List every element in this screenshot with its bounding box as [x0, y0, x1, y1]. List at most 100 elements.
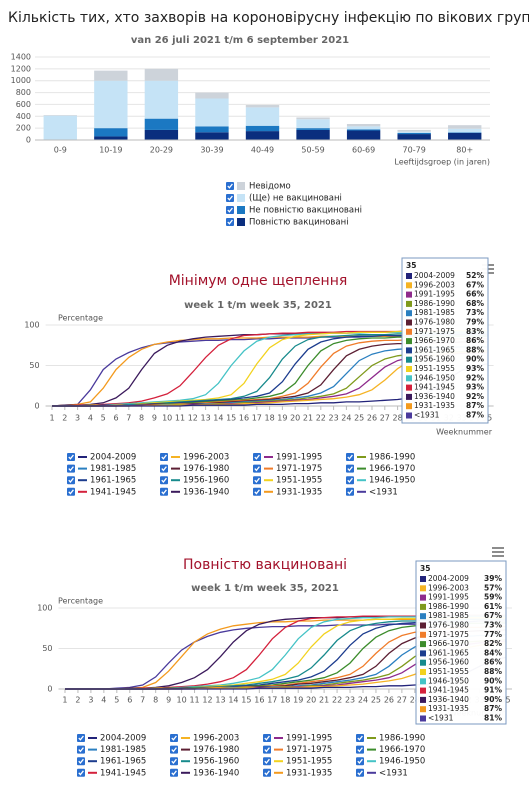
- legend-label[interactable]: 1966-1970: [379, 745, 425, 755]
- legend-label[interactable]: 1981-1985: [90, 464, 136, 474]
- legend-label[interactable]: 1931-1935: [276, 487, 322, 497]
- legend-swatch[interactable]: [237, 182, 245, 190]
- tooltip-value: 59%: [484, 593, 502, 602]
- legend-checkbox[interactable]: [356, 745, 364, 754]
- y-tick-label: 1000: [11, 76, 31, 85]
- legend-checkbox[interactable]: [226, 194, 234, 202]
- legend-label[interactable]: 1996-2003: [193, 734, 239, 744]
- bar-segment: [144, 118, 179, 130]
- legend-label[interactable]: 1946-1950: [369, 476, 415, 486]
- bar-segment: [94, 128, 128, 137]
- legend-checkbox[interactable]: [77, 757, 85, 766]
- legend-checkbox[interactable]: [77, 734, 85, 742]
- x-tick-label: 16: [239, 414, 249, 423]
- tooltip-swatch: [420, 585, 426, 592]
- legend-label[interactable]: 1986-1990: [369, 453, 415, 463]
- legend-checkbox[interactable]: [263, 745, 271, 754]
- legend-label[interactable]: 2004-2009: [90, 453, 136, 463]
- legend-checkbox[interactable]: [253, 464, 261, 473]
- menu-icon[interactable]: [492, 547, 504, 557]
- x-tick-label: 14: [228, 696, 238, 705]
- legend-label[interactable]: 1976-1980: [193, 745, 239, 755]
- legend-label[interactable]: 1931-1935: [286, 768, 332, 778]
- legend-checkbox[interactable]: [67, 464, 75, 473]
- legend-checkbox[interactable]: [77, 768, 85, 777]
- checkbox-check: [264, 758, 270, 765]
- legend-checkbox[interactable]: [346, 453, 354, 461]
- legend-label[interactable]: 1951-1955: [276, 476, 322, 486]
- legend-checkbox[interactable]: [346, 487, 354, 496]
- legend-checkbox[interactable]: [263, 757, 271, 766]
- legend-swatch[interactable]: [237, 194, 245, 202]
- x-tick-label: 5: [114, 696, 119, 705]
- legend-checkbox[interactable]: [160, 476, 168, 485]
- legend-checkbox[interactable]: [67, 476, 75, 485]
- legend-label[interactable]: 1996-2003: [183, 453, 229, 463]
- legend-checkbox[interactable]: [170, 734, 178, 742]
- legend-label[interactable]: 1991-1995: [276, 453, 322, 463]
- legend-checkbox[interactable]: [160, 453, 168, 461]
- y-tick-label: 0: [26, 136, 31, 145]
- checkbox-check: [227, 195, 233, 201]
- legend-checkbox[interactable]: [67, 453, 75, 461]
- legend-checkbox[interactable]: [356, 757, 364, 766]
- legend-swatch[interactable]: [237, 206, 245, 214]
- legend-label[interactable]: 1936-1940: [183, 487, 229, 497]
- legend-label[interactable]: 1971-1975: [286, 745, 332, 755]
- bar-segment: [144, 129, 179, 140]
- legend-checkbox[interactable]: [253, 476, 261, 485]
- legend-checkbox[interactable]: [160, 487, 168, 496]
- legend-label[interactable]: Повністю вакциновані: [249, 218, 349, 228]
- x-tick-label: 1: [62, 696, 67, 705]
- legend-label[interactable]: 1991-1995: [286, 734, 332, 744]
- legend-label[interactable]: 1966-1970: [369, 464, 415, 474]
- legend-label[interactable]: Невідомо: [249, 182, 291, 192]
- legend-label[interactable]: 1951-1955: [286, 757, 332, 767]
- x-tick-label: 11: [189, 696, 199, 705]
- legend-checkbox[interactable]: [356, 734, 364, 742]
- tooltip-name: <1931: [428, 714, 454, 723]
- legend-label[interactable]: <1931: [379, 768, 408, 778]
- legend-checkbox[interactable]: [226, 218, 234, 226]
- legend-label[interactable]: 1946-1950: [379, 757, 425, 767]
- legend-label[interactable]: 1971-1975: [276, 464, 322, 474]
- legend-checkbox[interactable]: [263, 768, 271, 777]
- legend-checkbox[interactable]: [253, 453, 261, 461]
- legend-label[interactable]: 1981-1985: [100, 745, 146, 755]
- legend-label[interactable]: (Ще) не вакциновані: [249, 194, 342, 204]
- legend-checkbox[interactable]: [226, 182, 234, 190]
- legend-label[interactable]: 1961-1965: [90, 476, 136, 486]
- legend-checkbox[interactable]: [346, 464, 354, 473]
- legend-label[interactable]: 1941-1945: [100, 768, 146, 778]
- legend-checkbox[interactable]: [170, 768, 178, 777]
- legend-label[interactable]: 1936-1940: [193, 768, 239, 778]
- legend-label[interactable]: 1941-1945: [90, 487, 136, 497]
- x-tick-label: 7: [140, 696, 145, 705]
- legend-label[interactable]: 2004-2009: [100, 734, 146, 744]
- legend-checkbox[interactable]: [263, 734, 271, 742]
- checkbox-check: [171, 758, 177, 765]
- legend-checkbox[interactable]: [253, 487, 261, 496]
- legend-label[interactable]: <1931: [369, 487, 398, 497]
- tooltip-swatch: [406, 319, 412, 326]
- x-tick-label: 17: [252, 414, 262, 423]
- x-tick-label: 20: [306, 696, 316, 705]
- legend-checkbox[interactable]: [67, 487, 75, 496]
- legend-swatch[interactable]: [237, 218, 245, 226]
- bar-segment: [245, 125, 280, 132]
- legend-label[interactable]: 1976-1980: [183, 464, 229, 474]
- legend-label[interactable]: 1986-1990: [379, 734, 425, 744]
- bar-segment: [144, 68, 179, 81]
- legend-checkbox[interactable]: [346, 476, 354, 485]
- legend-checkbox[interactable]: [77, 745, 85, 754]
- legend-checkbox[interactable]: [226, 206, 234, 214]
- chart-subtitle: van 26 juli 2021 t/m 6 september 2021: [131, 35, 349, 46]
- legend-checkbox[interactable]: [170, 745, 178, 754]
- legend-label[interactable]: Не повністю вакциновані: [249, 206, 362, 216]
- legend-label[interactable]: 1956-1960: [183, 476, 229, 486]
- legend-checkbox[interactable]: [356, 768, 364, 777]
- legend-label[interactable]: 1961-1965: [100, 757, 146, 767]
- legend-label[interactable]: 1956-1960: [193, 757, 239, 767]
- legend-checkbox[interactable]: [170, 757, 178, 766]
- legend-checkbox[interactable]: [160, 464, 168, 473]
